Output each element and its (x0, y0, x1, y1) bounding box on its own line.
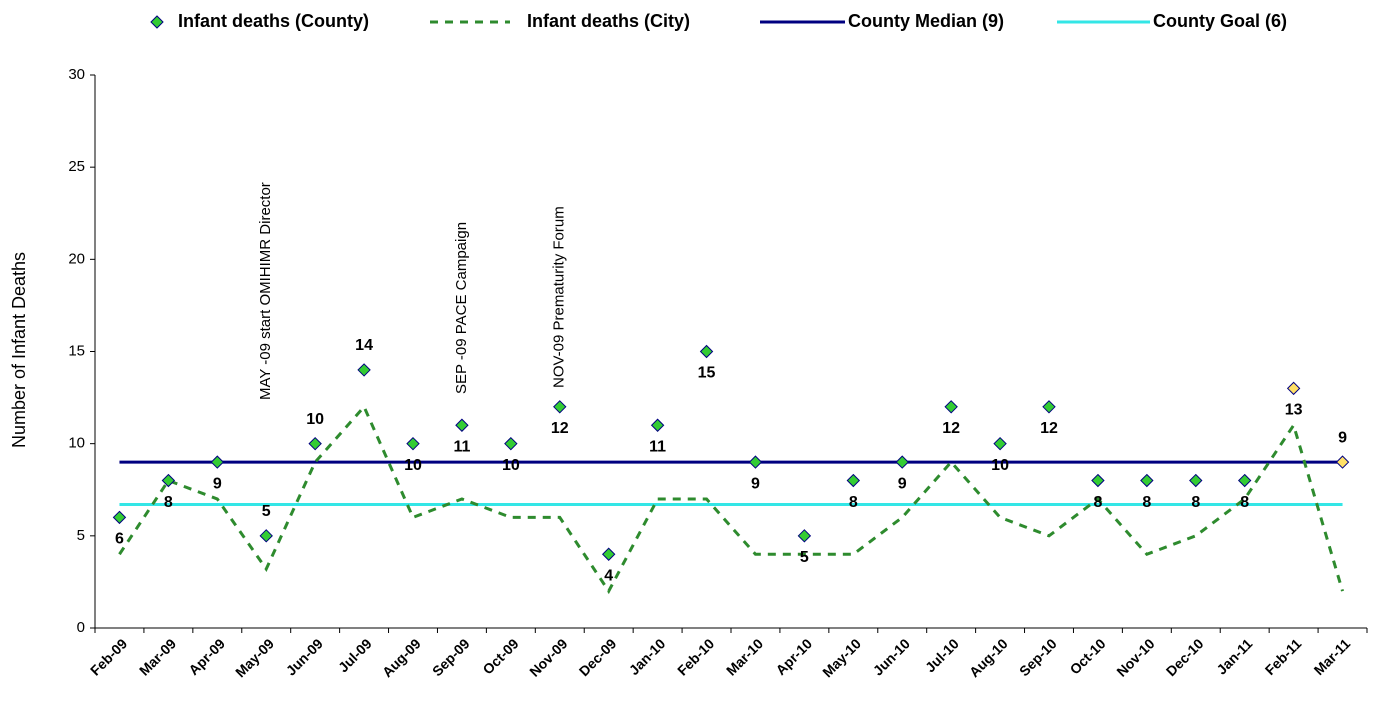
x-tick-label: Jan-10 (626, 635, 669, 678)
x-tick-label: May-09 (232, 635, 277, 680)
data-label: 12 (1040, 420, 1058, 437)
x-tick-label: May-10 (819, 635, 864, 680)
data-point (699, 344, 714, 359)
data-point (1237, 473, 1252, 488)
data-label: 12 (551, 420, 569, 437)
data-point (601, 547, 616, 561)
data-label: 8 (849, 494, 858, 511)
data-label: 10 (404, 457, 422, 474)
x-tick-label: Oct-10 (1067, 635, 1109, 677)
data-label: 9 (898, 475, 907, 492)
data-label: 10 (306, 411, 324, 428)
x-tick-label: Aug-10 (966, 635, 1011, 680)
x-tick-label: Jul-09 (335, 635, 375, 675)
data-point (895, 455, 909, 469)
annotation: NOV-09 Prematurity Forum (551, 206, 568, 388)
data-point (1140, 473, 1154, 488)
data-label: 9 (213, 475, 222, 492)
data-point (161, 473, 176, 488)
data-point (357, 363, 371, 377)
x-tick-label: Apr-09 (185, 635, 228, 678)
x-tick-label: Mar-11 (1311, 635, 1354, 678)
x-tick-label: Apr-10 (772, 635, 815, 678)
data-point (944, 400, 958, 414)
y-tick-label: 0 (77, 619, 85, 636)
x-tick-label: Jul-10 (922, 635, 962, 675)
data-label: 6 (115, 531, 124, 548)
y-tick-label: 5 (77, 527, 85, 544)
data-label: 4 (604, 567, 613, 584)
data-label: 15 (698, 365, 716, 382)
x-tick-label: Mar-10 (723, 635, 766, 678)
x-tick-label: Jan-11 (1213, 635, 1255, 677)
x-tick-label: Jun-09 (283, 635, 326, 678)
x-tick-label: Nov-09 (526, 635, 570, 679)
data-point (797, 529, 812, 543)
x-tick-label: Feb-11 (1262, 635, 1305, 678)
data-point (1189, 473, 1203, 488)
data-point (1091, 473, 1105, 488)
data-label: 9 (1338, 429, 1347, 446)
data-label: 8 (1191, 494, 1200, 511)
data-label: 11 (649, 438, 666, 455)
data-point (406, 436, 420, 451)
data-label: 8 (164, 494, 173, 511)
x-tick-label: Feb-10 (674, 635, 717, 678)
data-point (1042, 400, 1056, 414)
data-label: 12 (942, 420, 960, 437)
data-label: 8 (1093, 494, 1102, 511)
data-point (748, 455, 763, 469)
data-point (259, 529, 273, 543)
data-point (993, 436, 1007, 451)
legend-label: Infant deaths (City) (527, 11, 690, 31)
x-tick-label: Mar-09 (136, 635, 179, 678)
data-label: 8 (1240, 494, 1249, 511)
data-label: 11 (453, 438, 470, 455)
data-label: 8 (1142, 494, 1151, 511)
data-point (553, 400, 567, 414)
annotation: MAY -09 start OMIHIMR Director (257, 182, 274, 400)
x-tick-label: Sep-10 (1016, 635, 1060, 679)
data-point (112, 510, 127, 525)
y-tick-label: 30 (68, 66, 85, 83)
data-label: 10 (991, 457, 1009, 474)
data-point (455, 418, 469, 432)
legend-marker (150, 15, 164, 29)
y-axis-label: Number of Infant Deaths (9, 252, 29, 448)
x-tick-label: Oct-09 (479, 635, 521, 677)
y-tick-label: 10 (68, 435, 85, 452)
x-tick-label: Aug-09 (379, 635, 424, 680)
data-point (210, 455, 225, 469)
annotation: SEP -09 PACE Campaign (453, 222, 470, 394)
data-line (118, 404, 1344, 595)
x-tick-label: Sep-09 (429, 635, 473, 679)
x-tick-label: Dec-10 (1163, 635, 1207, 679)
data-label: 13 (1285, 402, 1303, 419)
data-point (846, 473, 861, 488)
data-label: 5 (800, 549, 809, 566)
x-tick-label: Jun-10 (870, 635, 913, 678)
x-tick-label: Feb-09 (87, 635, 130, 678)
data-point (1335, 455, 1350, 469)
data-label: 10 (502, 457, 520, 474)
data-label: 5 (262, 503, 271, 520)
legend-label: Infant deaths (County) (178, 11, 369, 31)
y-tick-label: 25 (68, 158, 85, 175)
y-tick-label: 20 (68, 250, 85, 267)
data-point (650, 418, 665, 432)
x-tick-label: Nov-10 (1113, 635, 1157, 679)
data-point (308, 436, 322, 451)
data-point (504, 436, 518, 451)
legend-label: County Median (9) (848, 11, 1004, 31)
data-label: 9 (751, 475, 760, 492)
legend-label: County Goal (6) (1153, 11, 1287, 31)
data-point (1286, 381, 1301, 396)
data-label: 14 (355, 337, 373, 354)
y-tick-label: 15 (68, 342, 85, 359)
x-tick-label: Dec-09 (576, 635, 620, 679)
